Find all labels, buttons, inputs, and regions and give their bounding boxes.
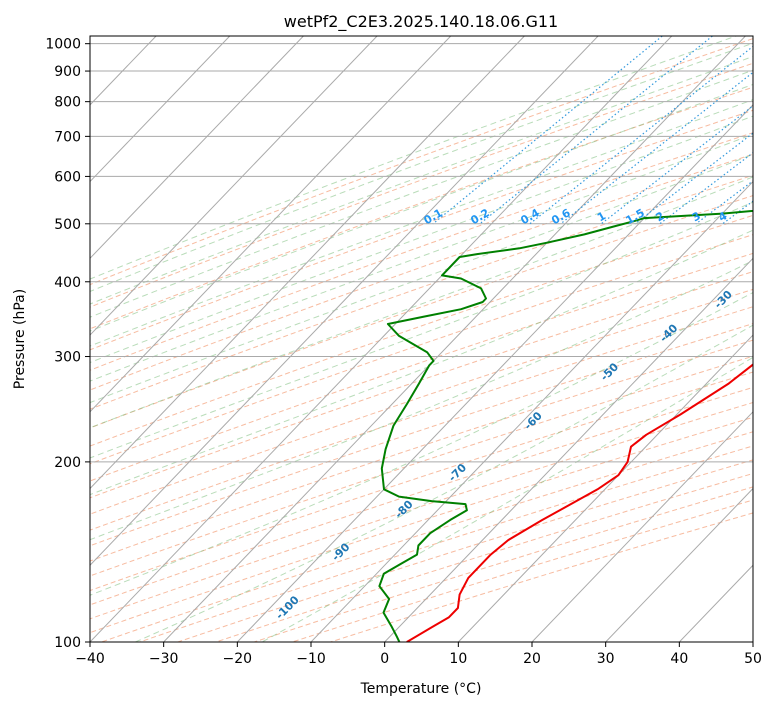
series-group bbox=[378, 209, 753, 642]
plot-frame bbox=[89, 35, 754, 643]
x-tick-label: 30 bbox=[597, 651, 615, 667]
dry-adiabat bbox=[90, 339, 753, 562]
moist-adiabat bbox=[90, 55, 753, 305]
dry-adiabat bbox=[90, 323, 753, 547]
isotherm bbox=[90, 36, 452, 413]
temperature-line bbox=[406, 363, 753, 642]
dry-adiabat bbox=[90, 38, 753, 286]
background-lines bbox=[90, 36, 753, 642]
isotherm bbox=[90, 36, 231, 183]
moist-adiabat bbox=[90, 69, 753, 318]
dry-adiabat bbox=[90, 214, 753, 447]
x-tick-label: 20 bbox=[523, 651, 541, 667]
y-tick-label: 300 bbox=[54, 350, 81, 366]
isotherm bbox=[605, 487, 753, 642]
dry-adiabat bbox=[90, 306, 753, 531]
dry-adiabat bbox=[90, 234, 753, 465]
dry-adiabat bbox=[90, 62, 753, 308]
y-tick-label: 100 bbox=[54, 635, 81, 651]
x-tick-label: −40 bbox=[75, 651, 105, 667]
y-tick-label: 600 bbox=[54, 169, 81, 185]
isotherm bbox=[384, 257, 753, 642]
mixing-ratio-line bbox=[432, 36, 664, 225]
moist-adiabat bbox=[90, 83, 753, 332]
y-tick-label: 700 bbox=[54, 129, 81, 145]
isotherm bbox=[90, 36, 673, 642]
moist-adiabat bbox=[90, 133, 753, 382]
dry-adiabat bbox=[90, 195, 753, 429]
dry-adiabat bbox=[90, 153, 753, 391]
x-tick-label: 0 bbox=[380, 651, 389, 667]
isotherm bbox=[457, 334, 753, 642]
moist-adiabat bbox=[90, 260, 753, 541]
x-tick-label: 40 bbox=[670, 651, 688, 667]
dry-adiabat bbox=[90, 174, 753, 410]
moist-adiabat bbox=[90, 153, 753, 404]
x-tick-label: −20 bbox=[223, 651, 253, 667]
moist-adiabat bbox=[90, 99, 753, 347]
isotherm-label: -20 bbox=[772, 256, 775, 279]
mixing-ratio-line bbox=[600, 105, 753, 225]
isotherm bbox=[90, 36, 599, 566]
isotherm bbox=[163, 36, 746, 642]
y-tick-label: 1000 bbox=[45, 37, 81, 53]
dry-adiabat bbox=[90, 371, 753, 592]
isotherm bbox=[531, 411, 753, 642]
y-tick-label: 400 bbox=[54, 275, 81, 291]
y-axis-label: Pressure (hPa) bbox=[12, 289, 28, 389]
x-tick-label: −10 bbox=[296, 651, 326, 667]
dry-adiabat bbox=[90, 386, 753, 606]
isotherm bbox=[90, 36, 304, 260]
moist-adiabat bbox=[134, 324, 753, 642]
y-tick-label: 200 bbox=[54, 455, 81, 471]
isotherm bbox=[236, 104, 753, 642]
x-axis: −40 −30 −20 −10 0 10 20 30 40 50 bbox=[75, 642, 762, 667]
isotherm bbox=[90, 36, 525, 490]
moist-adiabat bbox=[90, 36, 738, 280]
x-tick-label: −30 bbox=[149, 651, 179, 667]
mixing-ratio-line bbox=[659, 151, 753, 225]
y-axis: 100 200 300 400 500 600 700 800 900 1000 bbox=[45, 37, 90, 651]
x-tick-label: 10 bbox=[449, 651, 467, 667]
y-tick-label: 900 bbox=[54, 64, 81, 80]
x-axis-label: Temperature (°C) bbox=[360, 681, 482, 697]
moist-adiabat bbox=[261, 356, 753, 642]
dry-adiabat bbox=[90, 271, 753, 499]
mixing-ratio-line bbox=[479, 36, 714, 225]
chart-title: wetPf2_C2E3.2025.140.18.06.G11 bbox=[284, 12, 558, 32]
y-tick-label: 500 bbox=[54, 217, 81, 233]
dewpoint-line bbox=[378, 209, 753, 642]
x-tick-label: 50 bbox=[744, 651, 762, 667]
dry-adiabat bbox=[90, 288, 753, 515]
isotherm bbox=[90, 36, 378, 336]
y-tick-label: 800 bbox=[54, 95, 81, 111]
moist-adiabat bbox=[90, 115, 753, 364]
isotherm bbox=[310, 180, 753, 642]
